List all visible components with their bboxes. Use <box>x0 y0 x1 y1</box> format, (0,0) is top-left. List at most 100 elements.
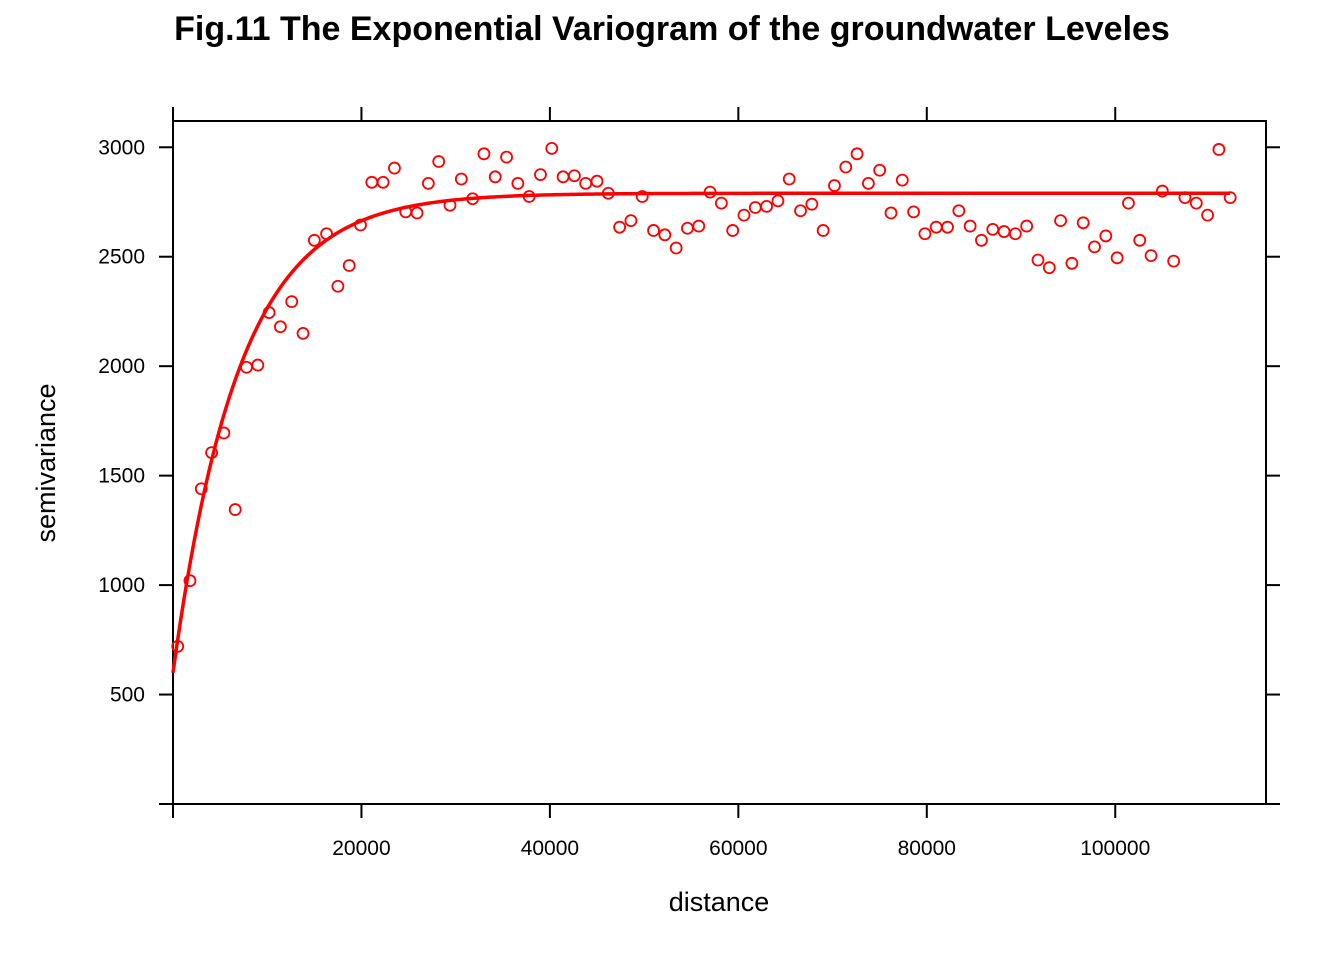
plot-frame <box>172 120 1267 805</box>
data-point <box>1088 240 1101 254</box>
y-axis-title: semivariance <box>31 383 61 542</box>
data-point <box>354 218 367 232</box>
data-point <box>782 172 796 186</box>
data-point <box>624 214 638 228</box>
x-tick-label: 100000 <box>1080 837 1150 860</box>
data-point <box>963 219 977 233</box>
x-tick-label: 60000 <box>709 837 767 860</box>
plot-border <box>172 120 1267 805</box>
data-point <box>410 206 424 220</box>
data-point <box>714 196 728 210</box>
data-point <box>1178 191 1192 205</box>
data-point <box>669 241 683 255</box>
data-point <box>534 168 547 182</box>
data-point <box>760 199 774 213</box>
data-point <box>1167 254 1181 268</box>
data-point <box>1122 196 1135 210</box>
data-point <box>376 175 390 189</box>
data-point <box>1110 251 1124 265</box>
data-point <box>1099 229 1113 243</box>
data-point <box>601 186 615 200</box>
data-point <box>647 224 660 237</box>
data-point <box>681 221 694 235</box>
data-point <box>183 574 197 588</box>
y-tick-label: 500 <box>110 684 145 707</box>
data-point <box>262 306 276 319</box>
data-point <box>171 639 185 653</box>
data-point <box>567 169 581 183</box>
data-point <box>240 360 253 374</box>
data-point <box>500 150 513 164</box>
x-axis-title: distance <box>669 887 770 917</box>
data-point <box>975 233 988 247</box>
data-point <box>421 176 435 190</box>
x-tick-label: 80000 <box>898 837 956 860</box>
data-point <box>929 220 943 234</box>
x-tick-label: 40000 <box>521 837 579 860</box>
y-tick-label: 2500 <box>98 246 145 269</box>
data-point <box>522 190 536 203</box>
data-point <box>1008 227 1022 241</box>
x-tick-label: 20000 <box>332 837 390 860</box>
chart-title: Fig.11 The Exponential Variogram of the … <box>174 10 1170 48</box>
data-point <box>805 197 819 211</box>
data-point <box>1201 208 1214 222</box>
data-point <box>703 185 717 199</box>
data-point <box>1189 196 1203 210</box>
data-point <box>388 161 401 175</box>
data-point <box>850 147 864 161</box>
data-point <box>884 206 898 220</box>
data-point <box>907 205 921 219</box>
data-point <box>726 224 740 237</box>
data-point <box>556 170 570 184</box>
data-point <box>477 147 491 161</box>
y-tick-label: 1000 <box>98 574 145 597</box>
data-point <box>466 192 480 206</box>
data-point <box>1144 249 1158 263</box>
data-point <box>748 201 762 214</box>
data-point <box>861 176 875 190</box>
data-point <box>986 222 1000 236</box>
axis-ticks: 20000 40000 60000 80000 100000 500 1000 1500 200… <box>98 107 1280 860</box>
data-point <box>205 446 219 460</box>
data-point <box>1054 214 1067 228</box>
data-point <box>443 198 457 212</box>
data-point <box>251 358 265 372</box>
data-point <box>1065 256 1079 270</box>
data-point <box>365 175 379 189</box>
empirical-points-layer <box>171 141 1237 653</box>
data-point <box>839 160 853 174</box>
data-point <box>307 233 321 247</box>
data-point <box>1223 191 1237 205</box>
model-curve-layer <box>171 191 1231 673</box>
y-tick-label: 1500 <box>98 465 145 488</box>
data-point <box>579 176 593 190</box>
data-point <box>816 224 830 237</box>
data-point <box>511 176 525 190</box>
y-tick-label: 3000 <box>98 136 145 159</box>
data-point <box>228 503 242 516</box>
y-tick-label: 2000 <box>98 355 145 378</box>
data-point <box>941 220 954 234</box>
data-point <box>454 172 468 186</box>
data-point <box>342 259 356 272</box>
data-point <box>320 227 333 241</box>
data-point <box>590 174 604 188</box>
data-point <box>794 204 807 218</box>
data-point <box>613 220 627 234</box>
data-point <box>895 173 909 187</box>
data-point <box>217 426 231 440</box>
data-point <box>194 482 208 496</box>
data-point <box>1076 216 1090 230</box>
data-point <box>828 179 841 192</box>
data-point <box>737 208 751 222</box>
data-point <box>1042 261 1056 275</box>
data-point <box>658 228 672 242</box>
data-point <box>488 170 502 184</box>
data-point <box>952 204 966 218</box>
data-point <box>997 225 1011 238</box>
exponential-model-line <box>171 191 1231 673</box>
data-point <box>1031 253 1045 267</box>
data-point <box>331 279 345 293</box>
